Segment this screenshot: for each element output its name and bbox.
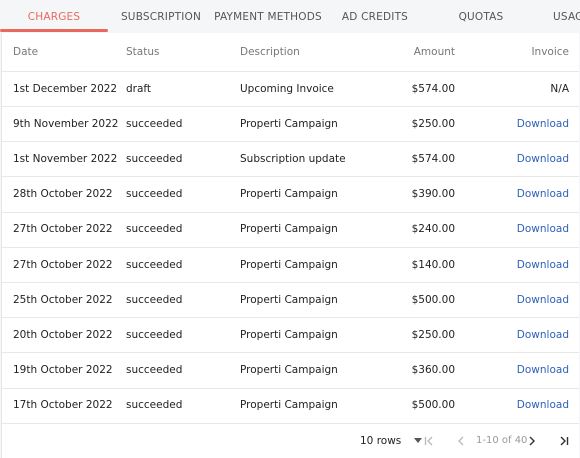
table-header-row: Date Status Description Amount Invoice [2, 33, 579, 72]
cell-date: 9th November 2022 [13, 117, 119, 130]
cell-date: 1st November 2022 [13, 152, 118, 165]
cell-amount: $390.00 [411, 188, 455, 201]
cell-description: Properti Campaign [240, 223, 338, 236]
download-invoice-link[interactable]: Download [516, 117, 569, 130]
tab-subscription[interactable]: SUBSCRIPTION [120, 10, 202, 23]
first-page-icon [424, 436, 433, 445]
cell-date: 28th October 2022 [13, 188, 113, 201]
cell-amount: $250.00 [411, 117, 455, 130]
previous-page-button[interactable] [453, 423, 469, 458]
cell-description: Upcoming Invoice [240, 82, 334, 95]
dropdown-caret-icon [414, 438, 423, 443]
cell-date: 17th October 2022 [13, 399, 113, 412]
cell-status: succeeded [126, 328, 183, 341]
cell-status: draft [126, 82, 152, 95]
cell-description: Properti Campaign [240, 293, 338, 306]
last-page-icon [560, 436, 569, 445]
pagination-range: 1-10 of 40 [476, 435, 528, 446]
cell-amount: $250.00 [411, 328, 455, 341]
cell-description: Properti Campaign [240, 364, 338, 377]
download-invoice-link[interactable]: Download [516, 328, 569, 341]
tab-ad-credits[interactable]: AD CREDITS [341, 10, 409, 23]
cell-date: 20th October 2022 [13, 328, 113, 341]
table-row: 27th October 2022 succeeded Properti Campa… [2, 247, 579, 283]
cell-date: 25th October 2022 [13, 293, 113, 306]
column-header-date: Date [13, 46, 39, 58]
column-header-description: Description [240, 46, 300, 58]
download-invoice-link[interactable]: Download [516, 188, 569, 201]
cell-description: Properti Campaign [240, 258, 338, 271]
tab-usage[interactable]: USAG [553, 10, 580, 23]
cell-date: 19th October 2022 [13, 364, 113, 377]
charges-table-card: Date Status Description Amount Invoice 1… [1, 33, 579, 458]
cell-amount: $500.00 [411, 293, 455, 306]
rows-per-page-value: 10 rows [360, 434, 402, 447]
cell-description: Subscription update [240, 152, 346, 165]
cell-description: Properti Campaign [240, 399, 338, 412]
pagination-bar: 10 rows 1-10 of 40 [2, 423, 579, 458]
cell-status: succeeded [126, 188, 183, 201]
table-row: 20th October 2022 succeeded Properti Campa… [2, 317, 579, 354]
download-invoice-link[interactable]: Download [516, 364, 569, 377]
download-invoice-link[interactable]: Download [516, 223, 569, 236]
rows-per-page-select[interactable]: 10 rows [360, 423, 423, 458]
tab-bar: CHARGES SUBSCRIPTION PAYMENT METHODS AD … [0, 0, 580, 33]
tab-charges[interactable]: CHARGES [27, 10, 81, 23]
chevron-right-icon [529, 436, 535, 445]
cell-description: Properti Campaign [240, 328, 338, 341]
table-row: 25th October 2022 succeeded Properti Campa… [2, 282, 579, 319]
table-row: 28th October 2022 succeeded Properti Campa… [2, 177, 579, 213]
cell-description: Properti Campaign [240, 188, 338, 201]
cell-status: succeeded [126, 117, 183, 130]
cell-amount: $140.00 [411, 258, 455, 271]
table-row: 17th October 2022 succeeded Properti Campa… [2, 388, 579, 424]
first-page-button[interactable] [421, 423, 437, 458]
table-row: 1st December 2022 draft Upcoming Invoice $5… [2, 71, 579, 107]
chevron-left-icon [458, 436, 464, 445]
cell-description: Properti Campaign [240, 117, 338, 130]
cell-status: succeeded [126, 152, 183, 165]
tab-payment-methods[interactable]: PAYMENT METHODS [214, 10, 322, 23]
cell-amount: $574.00 [411, 82, 455, 95]
cell-status: succeeded [126, 258, 183, 271]
cell-amount: $574.00 [411, 152, 455, 165]
download-invoice-link[interactable]: Download [516, 399, 569, 412]
cell-date: 27th October 2022 [13, 258, 113, 271]
cell-amount: $240.00 [411, 223, 455, 236]
cell-date: 27th October 2022 [13, 223, 113, 236]
download-invoice-link[interactable]: Download [516, 152, 569, 165]
cell-status: succeeded [126, 223, 183, 236]
last-page-button[interactable] [556, 423, 572, 458]
cell-status: succeeded [126, 364, 183, 377]
column-header-status: Status [126, 46, 160, 58]
cell-amount: $500.00 [411, 399, 455, 412]
table-row: 9th November 2022 succeeded Properti Campa… [2, 106, 579, 143]
cell-status: succeeded [126, 399, 183, 412]
table-row: 1st November 2022 succeeded Subscription u… [2, 141, 579, 178]
active-tab-indicator [0, 29, 108, 32]
cell-invoice: N/A [550, 82, 569, 95]
download-invoice-link[interactable]: Download [516, 258, 569, 271]
column-header-invoice: Invoice [531, 46, 569, 58]
cell-status: succeeded [126, 293, 183, 306]
column-header-amount: Amount [413, 46, 455, 58]
table-row: 27th October 2022 succeeded Properti Campa… [2, 212, 579, 248]
cell-amount: $360.00 [411, 364, 455, 377]
next-page-button[interactable] [524, 423, 540, 458]
download-invoice-link[interactable]: Download [516, 293, 569, 306]
cell-date: 1st December 2022 [13, 82, 118, 95]
table-row: 19th October 2022 succeeded Properti Campa… [2, 353, 579, 389]
tab-quotas[interactable]: QUOTAS [458, 10, 504, 23]
